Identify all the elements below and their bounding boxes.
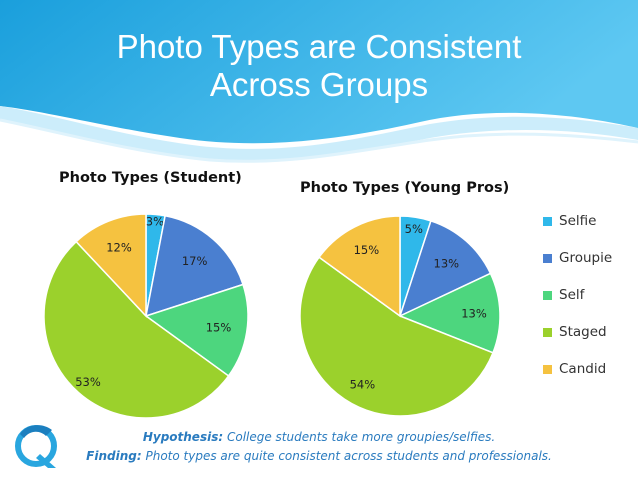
pie-slice-1-candid bbox=[318, 215, 401, 318]
legend-label-self: Self bbox=[559, 287, 585, 303]
legend-label-groupie: Groupie bbox=[559, 250, 613, 266]
hypothesis-line: Hypothesis: College students take more g… bbox=[0, 428, 638, 447]
pie-slice-0-groupie bbox=[145, 214, 244, 318]
finding-label: Finding: bbox=[86, 449, 142, 463]
pie-slice-0-self bbox=[144, 283, 249, 377]
pie-slice-0-staged bbox=[43, 240, 230, 419]
slice-label-1-candid: 15% bbox=[354, 243, 380, 257]
slice-label-0-staged: 53% bbox=[75, 375, 101, 389]
slice-label-1-self: 13% bbox=[461, 307, 487, 321]
legend-label-candid: Candid bbox=[559, 361, 607, 377]
hypothesis-text: College students take more groupies/self… bbox=[223, 430, 496, 444]
chart-title-young-pros: Photo Types (Young Pros) bbox=[300, 180, 510, 196]
finding-line: Finding: Photo types are quite consisten… bbox=[0, 447, 638, 466]
legend-swatch-self bbox=[543, 291, 552, 300]
legend-label-selfie: Selfie bbox=[559, 213, 597, 229]
title-banner bbox=[0, 0, 638, 163]
slice-label-0-groupie: 17% bbox=[182, 254, 208, 268]
legend-swatch-selfie bbox=[543, 217, 552, 226]
pie-slice-1-staged bbox=[299, 256, 494, 417]
legend-swatch-candid bbox=[543, 365, 552, 374]
slice-label-1-staged: 54% bbox=[350, 377, 376, 391]
legend-label-staged: Staged bbox=[559, 324, 607, 340]
slice-label-0-self: 15% bbox=[206, 321, 232, 335]
logo-icon bbox=[15, 425, 57, 468]
pie-slice-1-self bbox=[398, 272, 501, 354]
pie-slice-0-candid bbox=[75, 213, 147, 318]
hypothesis-label: Hypothesis: bbox=[142, 430, 224, 444]
slide-title-line1: Photo Types are Consistent bbox=[116, 28, 522, 65]
slice-label-1-groupie: 13% bbox=[434, 257, 460, 271]
finding-text: Photo types are quite consistent across … bbox=[141, 449, 552, 463]
slide-title: Photo Types are Consistent Across Groups bbox=[0, 28, 638, 104]
chart-title-student: Photo Types (Student) bbox=[59, 170, 242, 186]
pie-slice-1-groupie bbox=[398, 219, 492, 318]
legend-swatch-groupie bbox=[543, 254, 552, 263]
slide-title-line2: Across Groups bbox=[209, 66, 429, 103]
slice-label-0-selfie: 3% bbox=[146, 215, 164, 229]
legend-swatch-staged bbox=[543, 328, 552, 337]
footer-notes: Hypothesis: College students take more g… bbox=[0, 428, 638, 466]
slice-label-1-selfie: 5% bbox=[405, 222, 423, 236]
slice-label-0-candid: 12% bbox=[106, 241, 132, 255]
